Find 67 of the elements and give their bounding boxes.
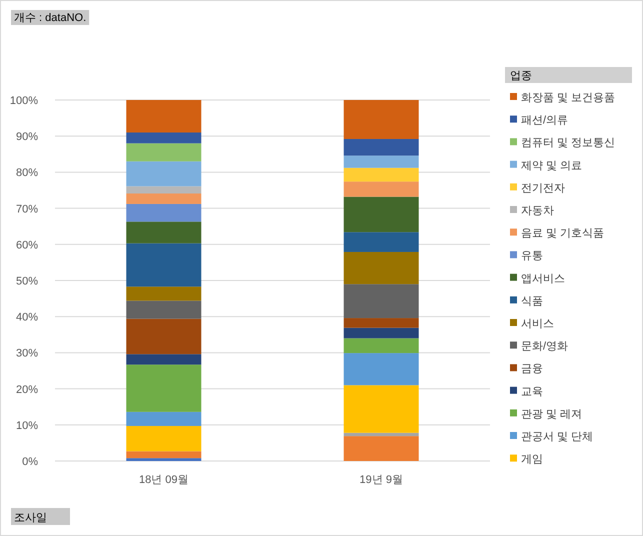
legend-label: 관광 및 레져 (521, 408, 582, 420)
y-tick-label: 10% (16, 420, 38, 432)
legend-label: 화장품 및 보건용품 (521, 92, 616, 104)
bar (344, 436, 419, 461)
bar (126, 458, 202, 461)
bar (344, 284, 419, 318)
y-tick-label: 20% (16, 384, 38, 396)
legend-label: 문화/영화 (521, 340, 568, 353)
legend-label: 음료 및 기호식품 (521, 228, 604, 240)
bar (126, 222, 202, 244)
bar (126, 412, 202, 426)
y-tick-label: 80% (16, 167, 38, 180)
bar (344, 385, 419, 433)
bar (344, 338, 419, 354)
legend-label: 컴퓨터 및 정보통신 (521, 137, 616, 150)
bar (126, 132, 202, 144)
bar (344, 182, 419, 197)
legend-label: 교육 (521, 386, 543, 398)
bar (344, 232, 419, 252)
y-tick-label: 30% (16, 348, 38, 360)
y-tick-label: 50% (16, 276, 38, 288)
bar (126, 426, 202, 452)
bar (126, 364, 202, 412)
bar (344, 156, 419, 168)
bar (126, 451, 202, 458)
bar (126, 300, 202, 319)
legend-label: 자동차 (521, 205, 554, 217)
y-tick-label: 70% (16, 203, 38, 216)
bar (126, 243, 202, 287)
bar (344, 252, 419, 284)
x-tick-label: 18년 09월 (138, 474, 189, 486)
legend-label: 전기전자 (521, 182, 565, 194)
legend-title: 업종 (510, 70, 532, 82)
bar (344, 138, 419, 156)
x-tick-label: 19년 9월 (360, 474, 403, 486)
bar (126, 143, 202, 162)
y-tick-label: 100% (10, 95, 38, 107)
x-axis-title: 조사일 (14, 512, 47, 524)
bar (126, 186, 202, 194)
bar (344, 318, 419, 328)
bar (126, 318, 202, 354)
bar (126, 161, 202, 186)
y-tick-label: 0% (22, 456, 38, 468)
bar (344, 328, 419, 338)
y-tick-label: 90% (16, 131, 38, 144)
legend-label: 식품 (521, 295, 543, 308)
legend-label: 게임 (521, 454, 543, 466)
legend-label: 서비스 (521, 318, 554, 330)
bar (344, 432, 419, 436)
bar (344, 100, 419, 139)
legend-label: 금융 (521, 363, 543, 376)
legend-label: 관공서 및 단체 (521, 431, 594, 443)
bar (344, 168, 419, 182)
chart-title: 개수 : dataNO. (14, 12, 86, 24)
legend-label: 제약 및 의료 (521, 160, 582, 172)
y-tick-label: 60% (16, 239, 38, 252)
bar (126, 100, 202, 132)
bar (126, 354, 202, 365)
bar (126, 204, 202, 222)
y-tick-label: 40% (16, 312, 38, 324)
legend-label: 앱서비스 (521, 272, 565, 285)
bar (344, 196, 419, 232)
legend-label: 유통 (521, 250, 543, 262)
legend-label: 패션/의류 (521, 114, 568, 127)
bar (126, 194, 202, 204)
bar (344, 353, 419, 386)
bar (126, 286, 202, 301)
